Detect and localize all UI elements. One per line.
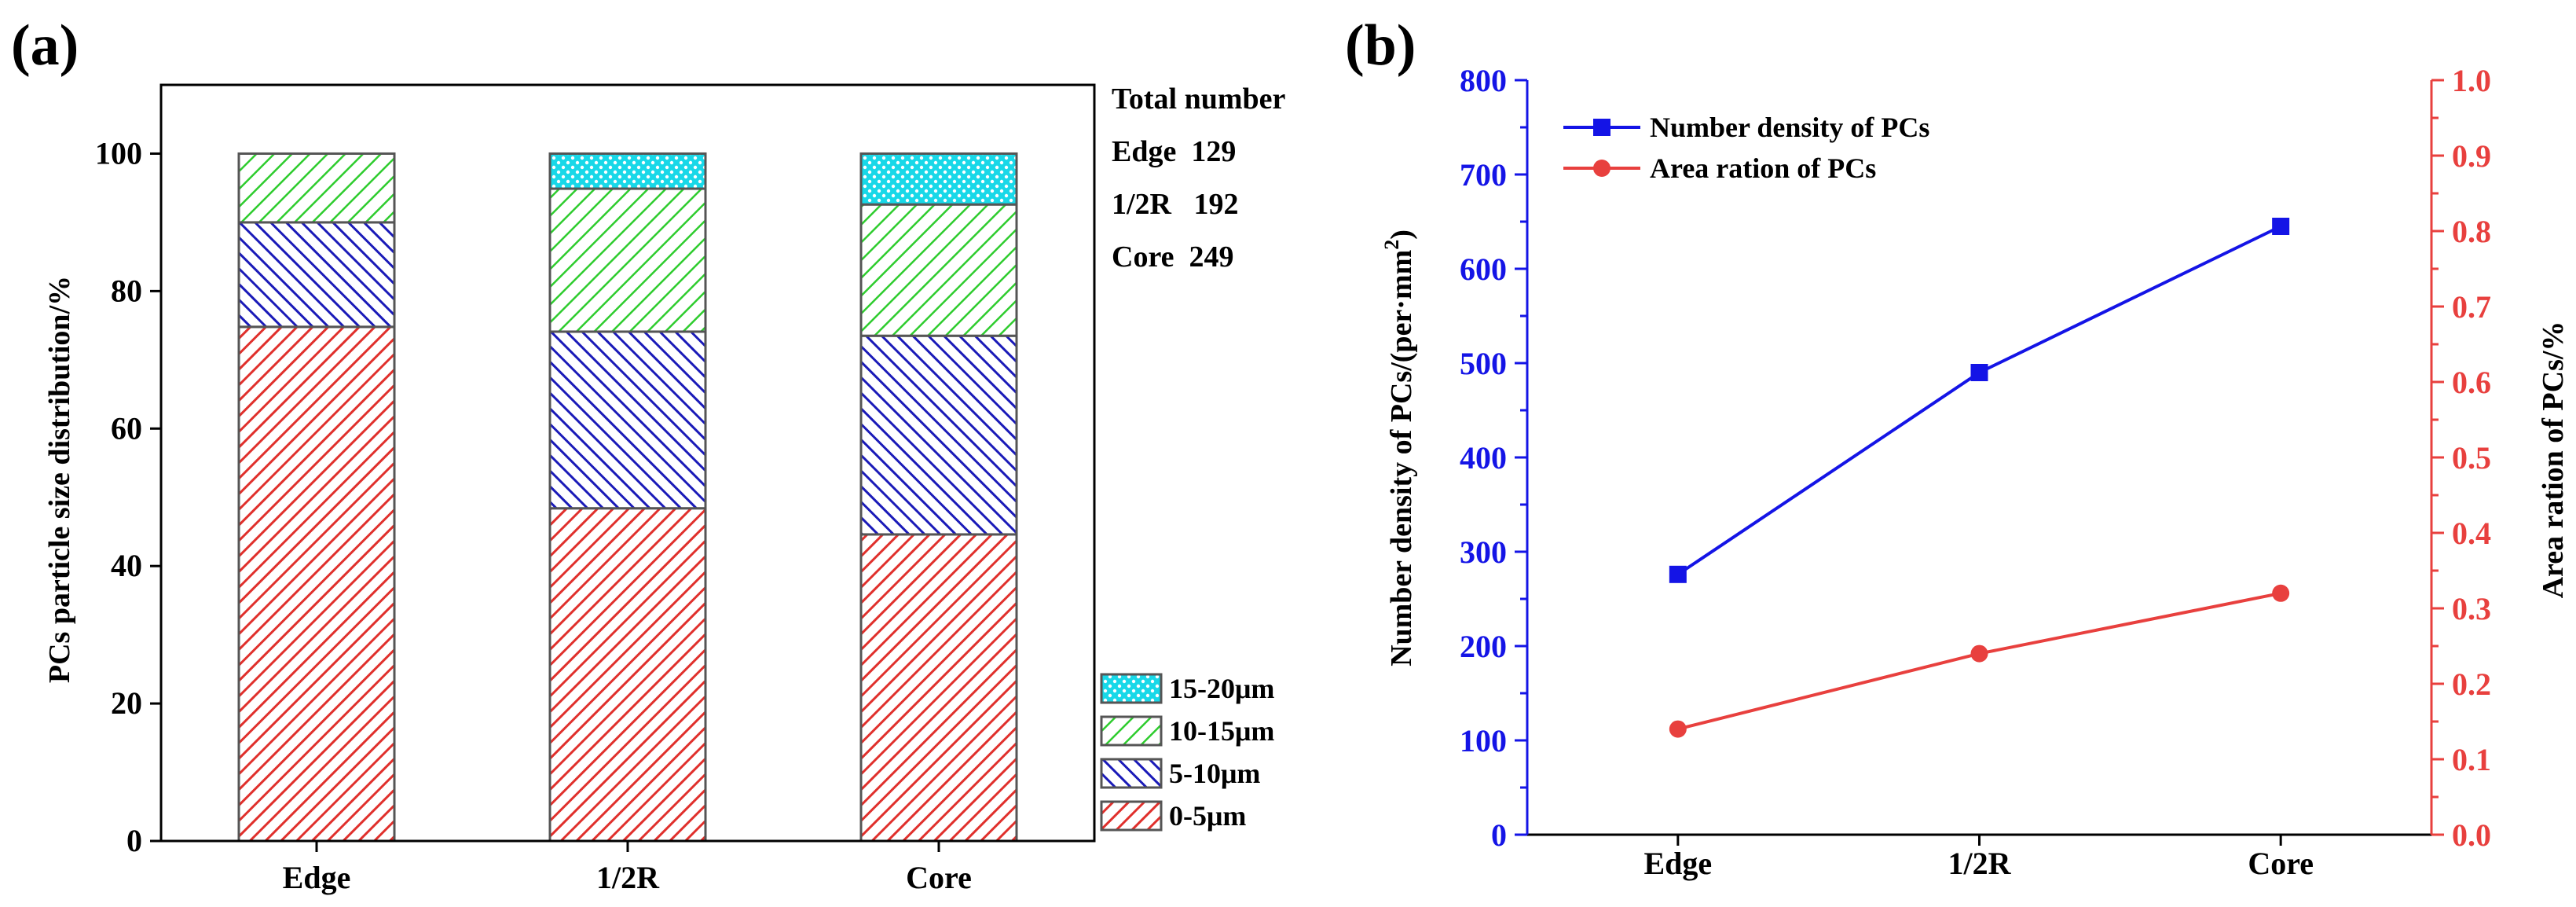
panel-b-label: (b) — [1345, 13, 1416, 78]
right-y-tick-label: 0.7 — [2452, 289, 2491, 325]
legend-marker-number-density-of-pcs — [1593, 119, 1610, 136]
left-y-tick-label: 500 — [1460, 346, 1507, 381]
right-y-tick-label: 0.8 — [2452, 214, 2491, 249]
x-tick-label-1-2r: 1/2R — [596, 860, 660, 895]
panel-a-y-axis-label: PCs particle size distribution/% — [43, 276, 76, 683]
left-y-tick-label: 600 — [1460, 252, 1507, 287]
legend-swatch-15-20-m — [1100, 673, 1163, 704]
right-y-tick-label: 0.2 — [2452, 666, 2491, 702]
left-y-tick-label: 0 — [1491, 817, 1507, 853]
right-y-tick-label: 0.4 — [2452, 516, 2491, 551]
bar-core-10-15-m — [859, 203, 1018, 337]
point-number-density-of-pcs-1-2r — [1970, 364, 1988, 381]
y-tick-label: 100 — [95, 135, 142, 171]
legend-label-15-20-m: 15-20μm — [1169, 673, 1274, 704]
legend-label-10-15-m: 10-15μm — [1169, 715, 1274, 747]
bar-edge-0-5-m — [237, 325, 396, 843]
right-y-tick-label: 0.9 — [2452, 138, 2491, 174]
bar-1-2r-10-15-m — [548, 187, 707, 333]
bar-edge-10-15-m — [237, 152, 396, 224]
bar-1-2r-5-10-m — [548, 330, 707, 510]
x-tick-label-edge: Edge — [1643, 846, 1712, 881]
panel-a-plot-frame — [159, 83, 1096, 843]
legend-label-number-density-of-pcs: Number density of PCs — [1650, 112, 1929, 143]
legend-label-area-ration-of-pcs: Area ration of PCs — [1650, 152, 1876, 184]
bar-core-0-5-m — [859, 533, 1018, 843]
left-y-tick-label: 300 — [1460, 534, 1507, 570]
point-area-ration-of-pcs-core — [2272, 584, 2290, 602]
annotation-row-edge: Edge 129 — [1112, 135, 1236, 168]
panel-a-total-number-annotation: Total number Edge 129 1/2R 192 Core 249 — [1112, 83, 1285, 274]
y-tick-label: 40 — [111, 548, 142, 583]
x-tick-label-core: Core — [906, 860, 972, 895]
bar-core-15-20-m — [859, 152, 1018, 206]
x-tick-label-edge: Edge — [283, 860, 351, 895]
right-y-tick-label: 0.3 — [2452, 591, 2491, 626]
legend-label-0-5-m: 0-5μm — [1169, 800, 1246, 832]
y-tick-label: 0 — [126, 823, 142, 858]
left-y-tick-label: 400 — [1460, 440, 1507, 476]
panel-a-axes: Edge 1/2R Core 0 20 40 60 80 100 — [95, 83, 1096, 895]
y-tick-label: 60 — [111, 410, 142, 446]
right-y-tick-label: 0.6 — [2452, 365, 2491, 400]
right-y-tick-label: 0.1 — [2452, 742, 2491, 777]
point-number-density-of-pcs-edge — [1669, 565, 1687, 583]
bar-1-2r-15-20-m — [548, 152, 707, 190]
panel-b-series — [1669, 218, 2290, 738]
panel-b-dual-axis-line-chart: (b) 0 100 200 300 400 500 600 700 800 0.0 0.1 0.2 0.… — [1345, 13, 2570, 881]
left-y-tick-label: 800 — [1460, 63, 1507, 98]
left-y-tick-label: 100 — [1460, 723, 1507, 758]
bar-edge-5-10-m — [237, 221, 396, 329]
panel-a-label: (a) — [11, 13, 79, 78]
right-y-tick-label: 0.0 — [2452, 817, 2491, 853]
point-number-density-of-pcs-core — [2272, 218, 2290, 235]
y-tick-label: 20 — [111, 685, 142, 721]
annotation-title: Total number — [1112, 83, 1285, 116]
left-y-tick-label: 200 — [1460, 629, 1507, 664]
panel-b-left-y-axis-label: Number density of PCs/(per·mm2) — [1380, 230, 1418, 666]
legend-label-5-10-m: 5-10μm — [1169, 758, 1260, 789]
legend-marker-area-ration-of-pcs — [1593, 160, 1610, 177]
annotation-row-core: Core 249 — [1112, 241, 1234, 274]
bar-core-5-10-m — [859, 334, 1018, 536]
legend-swatch-10-15-m — [1100, 715, 1163, 747]
x-tick-label-core: Core — [2248, 846, 2314, 881]
right-y-tick-label: 1.0 — [2452, 63, 2491, 98]
y-tick-label: 80 — [111, 273, 142, 308]
panel-b-axes: 0 100 200 300 400 500 600 700 800 0.0 0.1 0.2 0.3 0.4… — [1460, 63, 2491, 881]
panel-a-bars — [237, 152, 1018, 843]
bar-1-2r-0-5-m — [548, 507, 707, 843]
line-number-density-of-pcs — [1676, 225, 2282, 576]
annotation-row-half-r: 1/2R 192 — [1112, 188, 1239, 221]
panel-b-right-y-axis-label: Area ration of PCs/% — [2537, 321, 2570, 599]
legend-swatch-5-10-m — [1100, 758, 1163, 789]
panel-a-legend: 15-20μm 10-15μm 5-10μm 0-5μm — [1100, 673, 1274, 832]
right-y-tick-label: 0.5 — [2452, 440, 2491, 476]
point-area-ration-of-pcs-edge — [1669, 720, 1687, 738]
panel-b-legend: Number density of PCs Area ration of PCs — [1563, 112, 1929, 184]
legend-swatch-0-5-m — [1100, 800, 1163, 832]
x-tick-label-1-2r: 1/2R — [1948, 846, 2012, 881]
left-y-tick-label: 700 — [1460, 157, 1507, 193]
point-area-ration-of-pcs-1-2r — [1970, 644, 1988, 663]
panel-a-stacked-bar-chart: (a) Edge 1/2R Core 0 20 40 60 80 100 PCs particl… — [11, 13, 1285, 895]
